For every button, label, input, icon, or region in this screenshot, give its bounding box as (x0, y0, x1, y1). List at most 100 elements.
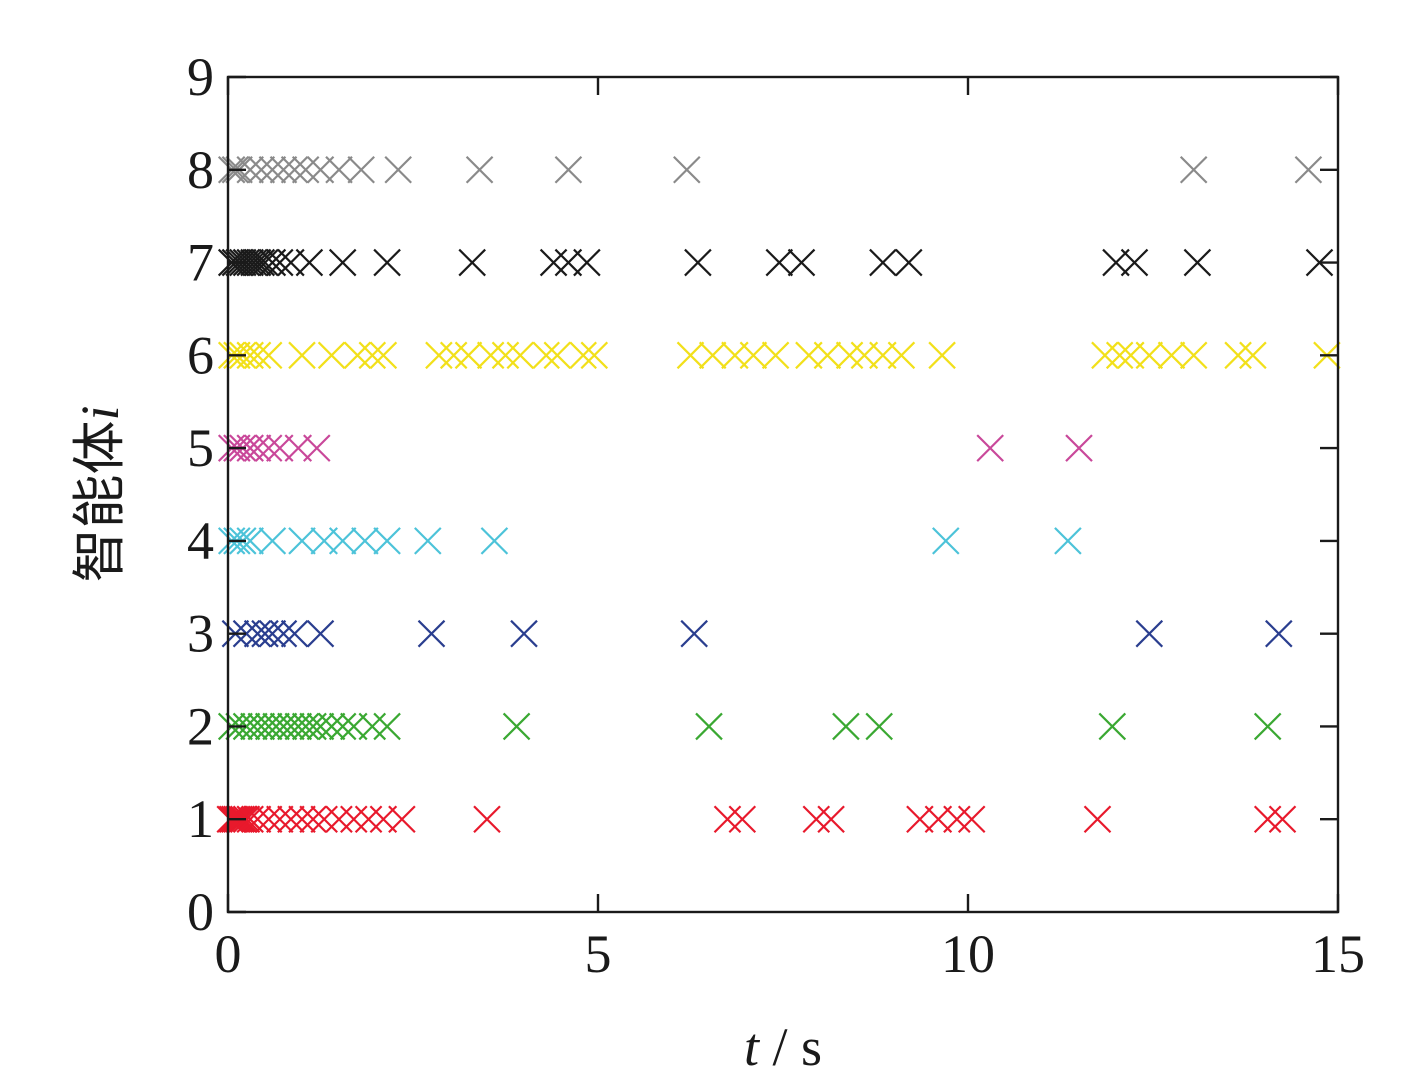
data-point-agent-6 (1224, 341, 1252, 370)
x-tick-label: 15 (1311, 924, 1365, 984)
data-point-agent-4 (480, 527, 509, 555)
data-point-agent-1 (957, 805, 986, 834)
y-tick-label: 1 (187, 789, 214, 849)
data-point-agent-1 (340, 805, 368, 834)
data-point-agent-4 (328, 527, 357, 555)
data-point-agent-1 (354, 805, 383, 834)
data-point-agent-1 (254, 805, 283, 834)
data-point-agent-7 (895, 248, 923, 277)
data-point-agent-4 (414, 527, 442, 555)
y-tick-label: 9 (187, 47, 214, 107)
data-point-agent-7 (243, 248, 272, 277)
data-point-agent-6 (1157, 341, 1186, 370)
data-point-agent-1 (310, 805, 338, 834)
data-point-agent-6 (532, 341, 560, 370)
data-point-agent-6 (813, 341, 842, 370)
data-point-agent-8 (384, 155, 412, 184)
data-point-agent-6 (358, 341, 387, 370)
data-point-agent-7 (573, 248, 601, 277)
data-point-agent-8 (247, 155, 276, 184)
x-axis-separator: / (759, 1017, 801, 1077)
x-tick-label: 0 (215, 924, 242, 984)
data-point-agent-5 (1065, 434, 1093, 462)
data-point-agent-7 (787, 248, 816, 277)
data-point-agent-1 (325, 805, 353, 834)
data-point-agent-3 (680, 619, 708, 648)
data-point-agent-3 (1135, 619, 1164, 648)
data-point-agent-6 (698, 341, 727, 370)
data-point-agent-7 (539, 248, 568, 277)
data-point-agent-3 (1265, 619, 1293, 648)
data-point-agent-2 (328, 712, 357, 741)
data-point-agent-3 (243, 619, 272, 648)
data-point-agent-6 (580, 341, 609, 370)
data-point-agent-6 (369, 341, 398, 370)
data-point-agent-6 (569, 341, 597, 370)
data-point-agent-6 (676, 341, 705, 370)
data-point-agent-2 (306, 712, 335, 741)
data-point-agent-1 (288, 805, 316, 834)
data-point-agent-2 (1098, 712, 1127, 741)
data-point-agent-2 (865, 712, 893, 741)
data-point-agent-1 (277, 805, 305, 834)
data-point-agent-6 (243, 341, 272, 370)
data-point-agent-7 (373, 248, 401, 277)
data-point-agent-7 (1183, 248, 1212, 277)
data-point-agent-4 (236, 527, 264, 555)
data-point-agent-4 (288, 527, 316, 555)
data-point-agent-2 (232, 712, 261, 741)
data-point-agent-2 (317, 712, 346, 741)
data-point-agent-7 (236, 248, 264, 277)
data-point-agent-4 (373, 527, 401, 555)
data-point-agent-1 (1253, 805, 1282, 834)
data-point-agent-2 (502, 712, 531, 741)
data-point-agent-1 (299, 805, 327, 834)
data-point-agent-7 (266, 248, 294, 277)
y-tick-label: 4 (187, 511, 214, 571)
data-point-agent-1 (388, 805, 416, 834)
data-point-agent-5 (303, 434, 331, 462)
data-point-agent-2 (240, 712, 268, 741)
data-point-agent-6 (343, 341, 372, 370)
data-point-agent-2 (254, 712, 283, 741)
data-point-agent-6 (887, 341, 916, 370)
data-point-agent-2 (277, 712, 305, 741)
data-point-agent-6 (491, 341, 520, 370)
data-point-agent-2 (373, 712, 401, 741)
data-point-agent-6 (317, 341, 346, 370)
y-tick-label: 0 (187, 882, 214, 942)
data-point-agent-6 (1135, 341, 1164, 370)
data-point-agent-6 (1091, 341, 1119, 370)
data-point-agent-4 (351, 527, 379, 555)
data-point-agent-7 (1305, 248, 1334, 277)
data-point-agent-8 (280, 155, 309, 184)
data-point-agent-4 (1054, 527, 1082, 555)
data-point-agent-7 (765, 248, 794, 277)
x-axis-variable: t (744, 1017, 761, 1077)
data-point-agent-6 (439, 341, 468, 370)
data-point-agent-8 (291, 155, 320, 184)
data-point-agent-2 (284, 712, 313, 741)
data-point-agent-1 (266, 805, 294, 834)
data-point-agent-8 (465, 155, 494, 184)
x-axis-unit: s (801, 1017, 822, 1077)
data-point-agent-6 (506, 341, 535, 370)
data-point-agent-7 (328, 248, 357, 277)
data-point-agent-8 (1294, 155, 1323, 184)
y-tick-label: 2 (187, 696, 214, 756)
y-tick-label: 5 (187, 418, 214, 478)
data-point-agent-1 (817, 805, 845, 834)
data-point-agent-6 (454, 341, 483, 370)
data-point-agent-2 (358, 712, 387, 741)
data-point-agent-1 (943, 805, 971, 834)
data-point-agent-2 (291, 712, 320, 741)
data-point-agent-7 (458, 248, 486, 277)
data-point-agent-6 (543, 341, 572, 370)
data-point-agent-6 (254, 341, 283, 370)
data-point-agent-6 (1239, 341, 1267, 370)
data-point-agent-7 (869, 248, 897, 277)
data-point-agent-8 (554, 155, 583, 184)
plot-frame (226, 75, 1340, 914)
data-point-agent-6 (476, 341, 505, 370)
data-point-agent-3 (306, 619, 335, 648)
